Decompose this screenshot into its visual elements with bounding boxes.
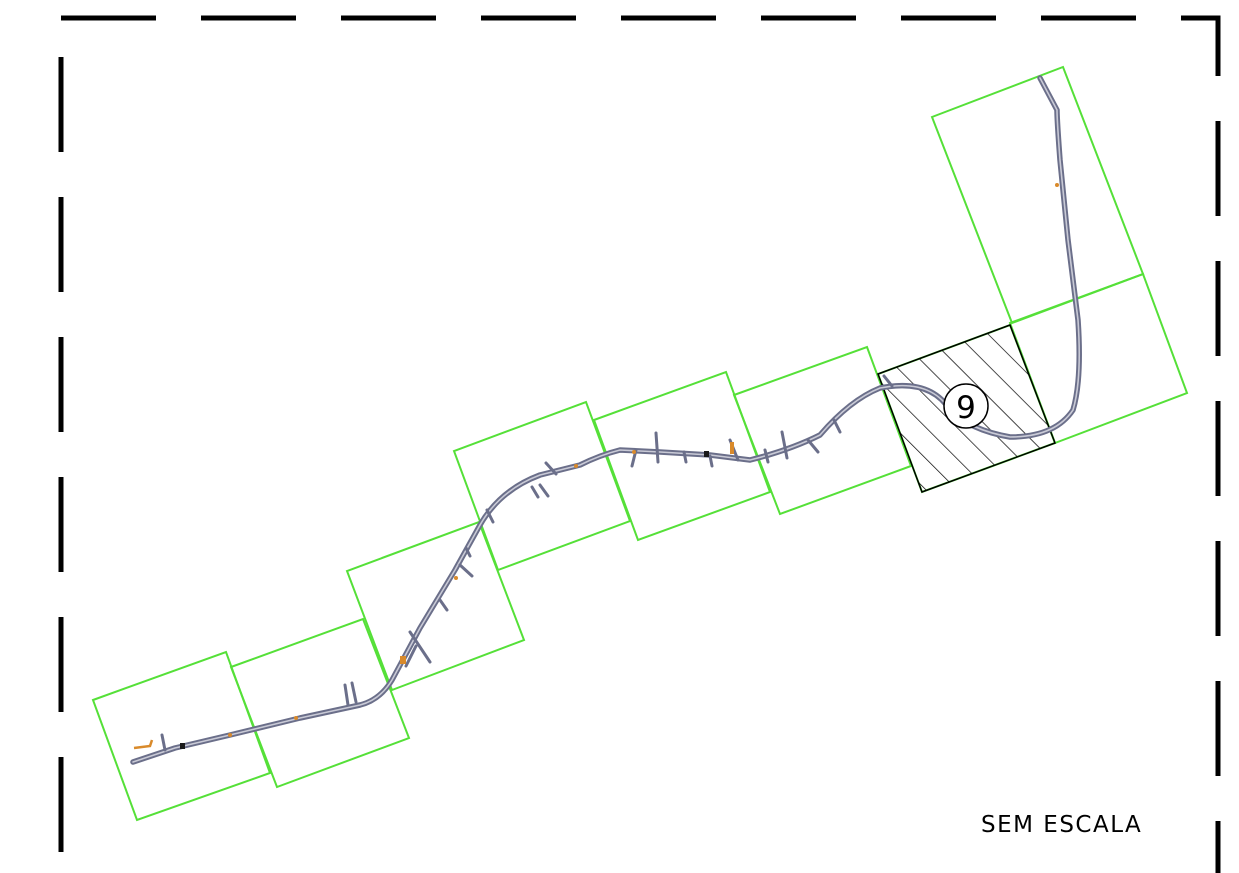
sheet-5[interactable] [592, 370, 772, 542]
frame-border [58, 15, 1221, 873]
side-streets [160, 374, 894, 752]
sheet-1[interactable] [91, 650, 272, 822]
sheet-2[interactable] [229, 617, 411, 789]
sheet-number-circle [943, 383, 989, 429]
sheet-number-label: 9 [956, 390, 976, 426]
sheet-6[interactable] [732, 345, 913, 516]
feature-markers [133, 183, 1059, 750]
road-alignment [130, 75, 1082, 765]
sheet-3[interactable] [345, 520, 526, 692]
scale-note: SEM ESCALA [981, 812, 1143, 838]
